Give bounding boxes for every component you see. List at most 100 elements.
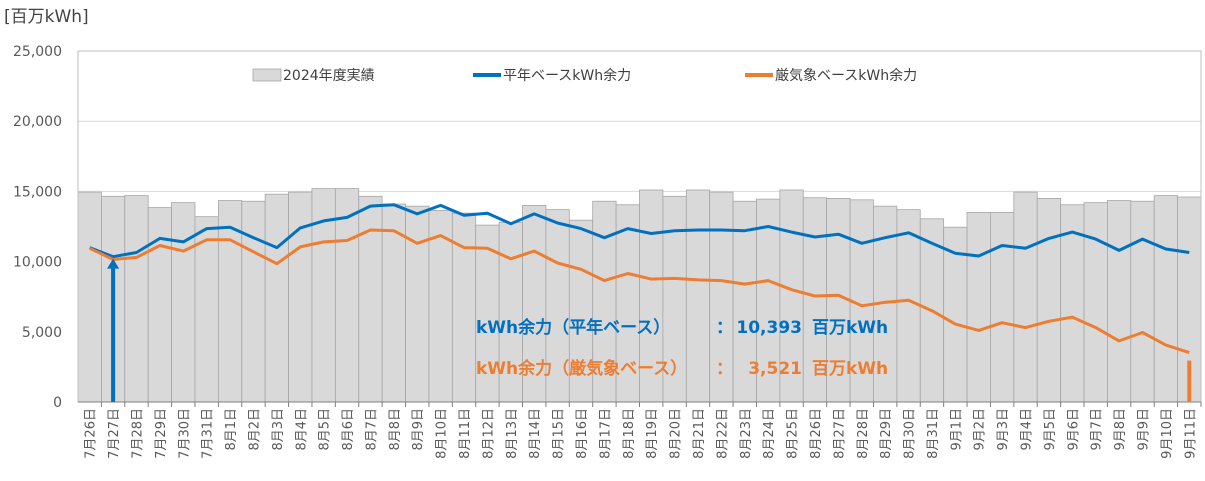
x-tick-label: 8月5日 [318,408,333,451]
normal-base-line [89,203,1190,259]
legend-label: 平年ベースkWh余力 [503,67,631,84]
bar [896,209,921,403]
x-tick-label: 7月30日 [177,408,192,459]
bar [1153,195,1179,403]
x-tick-label: 8月1日 [224,408,239,451]
x-tick-label: 8月22日 [715,408,730,459]
y-tick-label: 15,000 [13,184,62,200]
bar [1083,202,1108,403]
x-tick-label: 7月28日 [130,408,145,459]
x-tick-label: 8月31日 [926,408,941,459]
bar [1013,191,1038,403]
annotation-value: 10,393 [736,318,802,338]
x-tick-label: 8月13日 [505,408,520,459]
x-tick-label: 8月3日 [271,408,286,451]
x-tick-label: 8月29日 [879,408,894,459]
markers [107,258,1192,402]
x-tick-label: 9月6日 [1066,408,1081,451]
x-tick-label: 9月2日 [973,408,988,451]
x-tick-label: 7月29日 [154,408,169,459]
annotation-label: kWh余力（厳気象ベース） [476,358,687,379]
y-axis-unit-label: [百万kWh] [4,7,89,27]
x-tick-label: 8月4日 [294,408,309,451]
axes [77,50,1202,407]
x-tick-label: 8月23日 [739,408,754,459]
x-tick-label: 9月5日 [1043,408,1058,451]
y-tick-label: 25,000 [13,44,62,60]
x-tick-label: 8月6日 [341,408,356,451]
x-tick-label: 9月7日 [1090,408,1105,451]
x-tick-label: 9月3日 [996,408,1011,451]
bar [358,195,383,403]
x-tick-label: 7月27日 [107,408,122,459]
x-tick-label: 9月10日 [1160,408,1175,459]
x-tick-label: 8月15日 [552,408,567,459]
bar [1107,200,1132,403]
x-tick-label: 9月8日 [1113,408,1128,451]
annotation-label: kWh余力（平年ベース） [476,317,670,338]
x-tick-label: 8月14日 [528,408,543,459]
x-tick-label: 8月19日 [645,408,660,459]
bar [451,212,477,403]
y-tick-label: 10,000 [13,255,62,271]
x-tick-label: 9月9日 [1137,408,1152,451]
line-series [89,203,1190,355]
legend-label: 2024年度実績 [283,68,375,84]
x-tick-label: 8月25日 [786,408,801,459]
x-tick-label: 8月16日 [575,408,590,459]
bar [171,202,196,403]
y-tick-label: 5,000 [22,325,62,341]
legend-swatch-bar [252,68,282,82]
x-tick-label: 8月9日 [411,408,426,451]
x-tick-label: 7月31日 [201,408,216,459]
bar [405,205,430,403]
severe-weather-line [89,228,1190,355]
x-tick-label: 8月2日 [247,408,262,451]
x-tick-label: 8月28日 [856,408,871,459]
bar [77,191,102,403]
x-tick-label: 8月7日 [364,408,379,451]
x-tick-label: 8月21日 [692,408,707,459]
annotation-unit: 百万kWh [812,318,888,338]
y-tick-label: 0 [53,395,62,411]
x-tick-label: 8月20日 [669,408,684,459]
y-tick-labels: 0 5,000 10,000 15,000 20,000 25,000 [13,44,62,411]
x-tick-label: 8月30日 [903,408,918,459]
bar [288,191,313,403]
x-tick-label: 8月27日 [832,408,847,459]
x-tick-label: 9月4日 [1020,408,1035,451]
annotation-value: 3,521 [748,359,802,379]
bar [124,195,149,403]
y-tick-label: 20,000 [13,114,62,130]
marker-arrow-head [107,258,120,269]
x-tick-label: 9月11日 [1183,408,1198,459]
x-tick-label: 8月8日 [388,408,403,451]
x-tick-label: 8月10日 [435,408,450,459]
annotation-separator: ： [716,359,733,379]
annotation-unit: 百万kWh [812,359,888,379]
bar [1036,198,1062,403]
x-tick-label: 8月17日 [598,408,613,459]
legend: 2024年度実績 平年ベースkWh余力 厳気象ベースkWh余力 [252,67,917,84]
x-tick-label: 8月24日 [762,408,777,459]
bar [334,188,360,403]
x-tick-label: 8月11日 [458,408,473,459]
x-tick-label: 8月26日 [809,408,824,459]
bar [241,200,266,403]
x-tick-labels: 7月26日 7月27日 7月28日 7月29日 7月30日 7月31日 8月1日 8月2日 8月… [84,408,1199,459]
bar [1130,200,1155,403]
bar [966,212,991,403]
x-tick-label: 8月18日 [622,408,637,459]
bar-series [77,188,1202,403]
x-tick-label: 9月1日 [949,408,964,451]
bar [147,207,172,403]
bar [264,193,289,403]
x-tick-label: 7月26日 [84,408,99,459]
bar [990,212,1015,403]
legend-label: 厳気象ベースkWh余力 [775,67,917,84]
x-tick-label: 8月12日 [481,408,496,459]
bar [685,189,711,403]
annotation-separator: ： [716,318,733,338]
